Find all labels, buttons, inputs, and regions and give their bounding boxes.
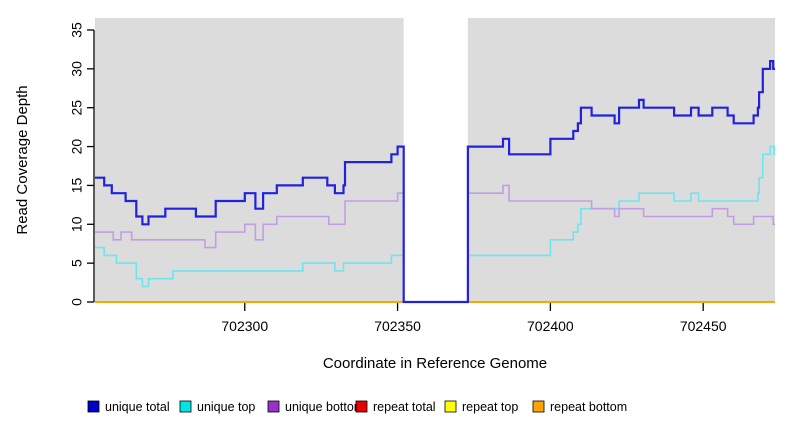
legend-swatch xyxy=(355,400,368,413)
legend-item-unique-top: unique top xyxy=(179,400,255,414)
legend-swatch xyxy=(87,400,100,413)
y-tick-label: 30 xyxy=(69,61,85,77)
y-tick-label: 15 xyxy=(69,177,85,193)
masked-region xyxy=(403,18,468,302)
legend-label: unique total xyxy=(105,400,170,414)
legend-label: repeat top xyxy=(462,400,518,414)
legend-swatch xyxy=(267,400,280,413)
legend-label: unique top xyxy=(197,400,255,414)
y-axis-title: Read Coverage Depth xyxy=(14,85,31,234)
legend-swatch xyxy=(179,400,192,413)
legend-item-repeat-bottom: repeat bottom xyxy=(532,400,627,414)
legend-label: unique bottom xyxy=(285,400,364,414)
legend: unique total unique top unique bottom repea… xyxy=(87,400,627,414)
legend-item-repeat-total: repeat total xyxy=(355,400,436,414)
y-tick-label: 10 xyxy=(69,216,85,232)
plot-background-layer xyxy=(95,18,775,302)
legend-label: repeat bottom xyxy=(550,400,627,414)
series-line-unique-total xyxy=(95,60,775,304)
legend-item-unique-bottom: unique bottom xyxy=(267,400,364,414)
x-tick-label: 702300 xyxy=(221,318,268,334)
series-lines-layer xyxy=(95,60,775,304)
series-line-unique-top xyxy=(95,145,775,303)
x-tick-label: 702450 xyxy=(680,318,727,334)
x-tick-label: 702400 xyxy=(527,318,574,334)
y-tick-label: 5 xyxy=(69,259,85,267)
legend-item-repeat-top: repeat top xyxy=(444,400,518,414)
x-tick-label: 702350 xyxy=(374,318,421,334)
y-tick-label: 35 xyxy=(69,22,85,38)
legend-swatch xyxy=(444,400,457,413)
legend-swatch xyxy=(532,400,545,413)
y-tick-label: 25 xyxy=(69,100,85,116)
y-tick-label: 0 xyxy=(69,298,85,306)
x-axis-title: Coordinate in Reference Genome xyxy=(323,355,547,372)
legend-label: repeat total xyxy=(373,400,436,414)
y-tick-label: 20 xyxy=(69,139,85,155)
legend-item-unique-total: unique total xyxy=(87,400,170,414)
